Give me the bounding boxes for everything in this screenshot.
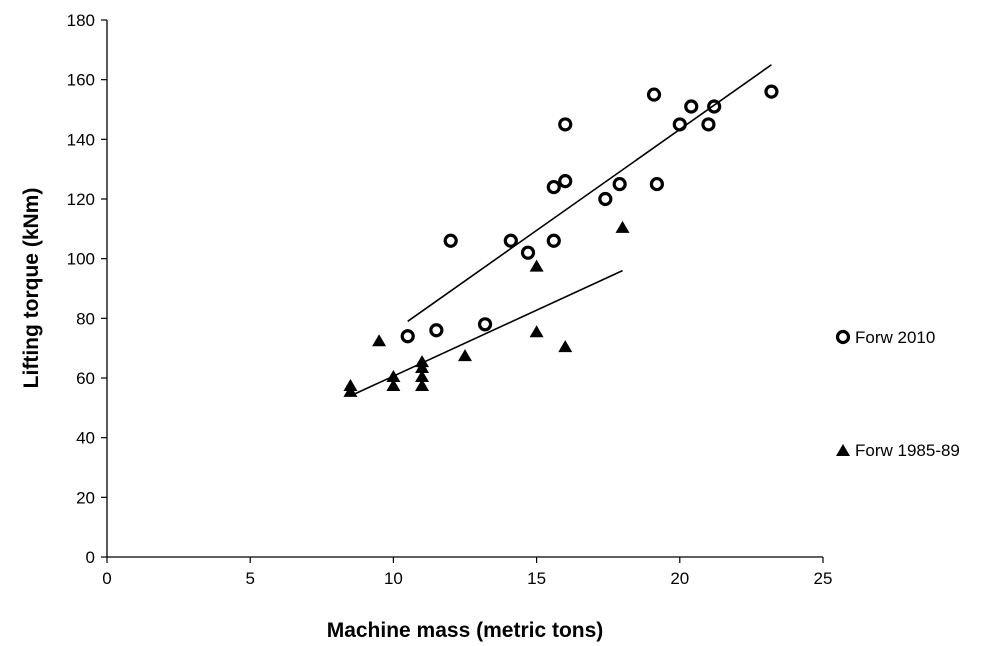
point-forw-2010 — [646, 87, 662, 102]
point-forw-2010 — [503, 233, 518, 248]
x-axis-ticks: 0 5 10 15 20 25 — [102, 557, 832, 588]
legend-item-forw-1985-89: Forw 1985-89 — [836, 441, 960, 460]
legend-marker-triangle — [836, 444, 850, 456]
trendline-forw-2010 — [407, 64, 772, 322]
point-forw-2010 — [558, 174, 573, 189]
point-forw-2010 — [477, 317, 493, 332]
x-tick-label: 0 — [102, 569, 111, 588]
y-tick-label: 20 — [76, 488, 95, 507]
point-forw-2010 — [701, 117, 716, 132]
point-forw-2010 — [598, 191, 613, 207]
y-axis-title: Lifting torque (kNm) — [20, 188, 43, 389]
point-forw-1985-89 — [415, 378, 430, 391]
plot-area: 0 5 10 15 20 25 0 20 40 60 80 100 120 140 160 180 — [67, 11, 833, 588]
point-forw-2010 — [520, 245, 536, 260]
point-forw-1985-89 — [558, 340, 573, 353]
trendlines — [350, 64, 772, 397]
point-forw-1985-89 — [529, 325, 544, 338]
point-forw-2010 — [558, 117, 573, 132]
point-forw-1985-89 — [386, 370, 401, 382]
point-forw-1985-89 — [615, 220, 630, 233]
point-forw-1985-89 — [386, 378, 401, 391]
x-tick-label: 25 — [814, 569, 833, 588]
point-forw-1985-89 — [415, 355, 430, 368]
y-tick-label: 120 — [67, 190, 95, 209]
point-forw-2010 — [429, 323, 444, 338]
legend: Forw 2010 Forw 1985-89 — [835, 328, 960, 460]
x-tick-label: 10 — [384, 569, 403, 588]
point-forw-1985-89 — [372, 334, 387, 347]
point-forw-1985-89 — [458, 349, 472, 362]
point-forw-1985-89 — [343, 378, 358, 391]
point-forw-2010 — [649, 176, 664, 192]
point-forw-1985-89 — [529, 259, 544, 272]
point-forw-2010 — [764, 84, 779, 99]
y-tick-label: 80 — [76, 309, 95, 328]
x-axis-title: Machine mass (metric tons) — [327, 619, 604, 642]
legend-item-forw-2010: Forw 2010 — [835, 328, 935, 347]
y-tick-label: 60 — [76, 369, 95, 388]
point-forw-1985-89 — [415, 370, 430, 382]
y-tick-label: 100 — [67, 250, 95, 269]
y-tick-label: 40 — [76, 429, 95, 448]
legend-label-forw-1985-89: Forw 1985-89 — [855, 441, 960, 460]
x-tick-label: 5 — [245, 569, 254, 588]
y-tick-label: 180 — [67, 11, 95, 30]
point-forw-2010 — [443, 233, 458, 248]
point-forw-2010 — [684, 99, 699, 114]
point-forw-2010 — [707, 99, 722, 114]
point-forw-2010 — [546, 233, 561, 248]
x-tick-label: 15 — [527, 569, 546, 588]
x-tick-label: 20 — [670, 569, 689, 588]
point-forw-2010 — [546, 179, 561, 195]
y-tick-label: 160 — [67, 71, 95, 90]
y-tick-label: 0 — [86, 548, 95, 567]
y-tick-label: 140 — [67, 130, 95, 149]
data-points — [343, 84, 779, 397]
legend-label-forw-2010: Forw 2010 — [855, 328, 935, 347]
point-forw-2010 — [400, 329, 415, 344]
y-axis-ticks: 0 20 40 60 80 100 120 140 160 180 — [67, 11, 107, 567]
point-forw-2010 — [672, 117, 687, 132]
point-forw-2010 — [612, 176, 627, 192]
legend-marker-circle — [835, 329, 851, 345]
